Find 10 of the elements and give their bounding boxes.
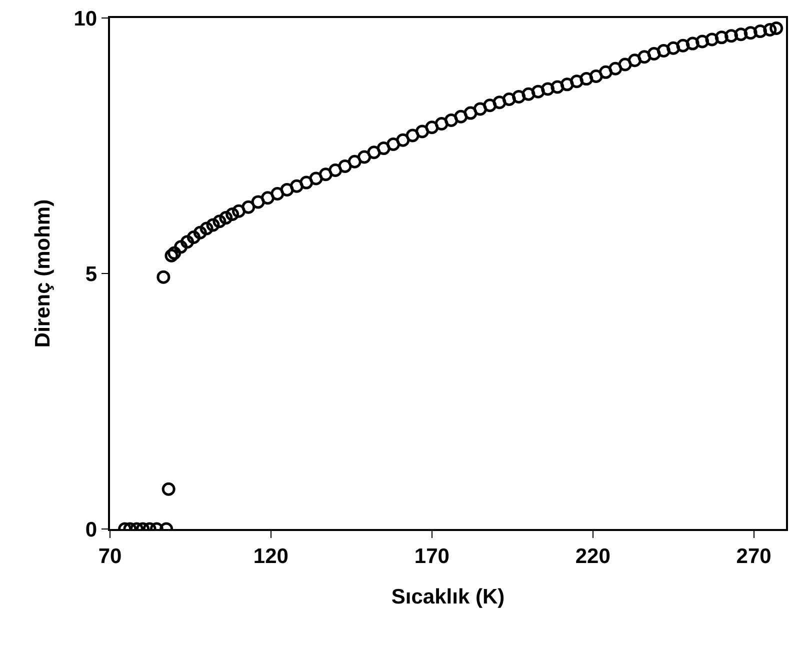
- x-tick-label: 270: [736, 544, 772, 568]
- y-axis-title: Direnç (mohm): [31, 199, 54, 348]
- y-tick-label: 5: [85, 262, 98, 286]
- x-tick-label: 70: [98, 544, 122, 568]
- x-tick-label: 220: [575, 544, 610, 568]
- x-axis-title: Sıcaklık (K): [391, 586, 505, 609]
- y-tick-label: 0: [85, 518, 98, 542]
- x-tick-label: 120: [253, 544, 288, 568]
- x-tick-label: 170: [414, 544, 450, 568]
- y-tick-label: 10: [74, 7, 98, 30]
